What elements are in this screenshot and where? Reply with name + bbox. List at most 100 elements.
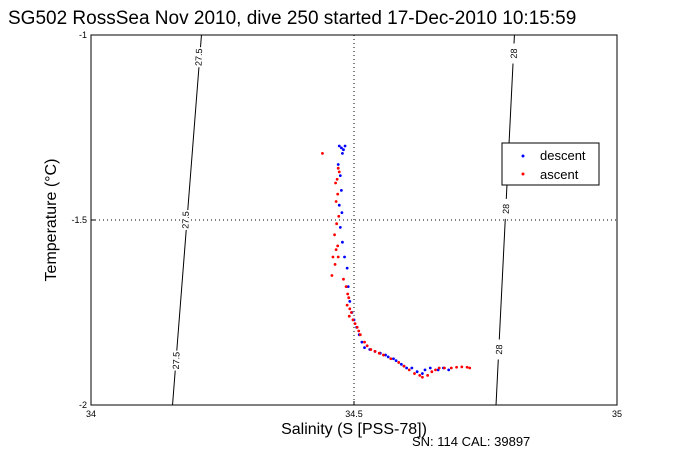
legend-marker-descent (521, 154, 525, 158)
point-ascent (336, 166, 340, 170)
point-ascent (336, 192, 340, 196)
point-ascent (333, 263, 337, 266)
point-ascent (321, 152, 324, 155)
point-ascent (344, 285, 348, 288)
point-ascent (348, 307, 352, 311)
point-ascent (460, 365, 464, 369)
point-ascent (443, 366, 446, 370)
legend-label-descent: descent (540, 148, 586, 163)
contour-label-bg (501, 198, 512, 219)
point-descent (447, 368, 451, 372)
x-axis-label: Salinity (S [PSS-78]) (281, 421, 427, 438)
contour-label: 27.5 (194, 48, 205, 66)
point-ascent (347, 296, 351, 300)
point-descent (405, 366, 408, 370)
point-ascent (342, 277, 345, 281)
point-ascent (430, 370, 434, 374)
grid (91, 35, 617, 405)
point-ascent (333, 233, 336, 237)
point-ascent (336, 244, 340, 248)
point-ascent (331, 255, 335, 259)
point-ascent (363, 340, 366, 344)
point-descent (346, 285, 350, 288)
point-ascent (349, 311, 353, 314)
point-ascent (426, 374, 430, 377)
contour-label-bg (508, 43, 519, 64)
point-descent (399, 362, 403, 366)
point-descent (423, 368, 427, 372)
point-ascent (357, 329, 361, 333)
point-ascent (382, 353, 385, 357)
point-ascent (347, 314, 351, 318)
point-descent (339, 189, 343, 192)
point-descent (394, 359, 398, 362)
point-descent (415, 370, 419, 374)
point-descent (342, 148, 345, 152)
point-ascent (335, 177, 339, 181)
contour-label-bg (494, 339, 505, 360)
y-tick-label: -1.5 (71, 215, 87, 225)
point-ascent (345, 303, 349, 307)
contour-label: 27.5 (171, 352, 182, 370)
point-descent (360, 340, 364, 344)
point-descent (339, 146, 343, 150)
point-ascent (334, 181, 337, 185)
point-ascent (402, 364, 406, 368)
point-ascent (358, 333, 362, 337)
contour-label: 28 (494, 344, 504, 354)
y-tick-label: -1 (79, 30, 87, 40)
y-tick-label: -2 (79, 400, 87, 410)
axis-ticks: 34 34.5 35 -1 -1.5 -2 (71, 30, 622, 419)
point-ascent (407, 368, 411, 372)
density-contours: 27.5 27.5 27.5 28 28 28 (171, 34, 519, 406)
point-ascent (365, 344, 369, 348)
data-points (321, 144, 472, 379)
point-ascent (373, 349, 377, 353)
serial-calibration-note: SN: 114 CAL: 39897 (412, 434, 530, 449)
legend: descent ascent (501, 142, 600, 186)
point-ascent (334, 248, 338, 252)
point-ascent (455, 365, 458, 369)
point-ascent (420, 375, 424, 379)
contour-label-bg (171, 350, 182, 371)
point-descent (338, 174, 342, 178)
point-descent (341, 240, 344, 244)
point-ascent (337, 214, 341, 218)
point-descent (337, 203, 341, 207)
point-ascent (397, 361, 401, 364)
point-ascent (369, 348, 373, 351)
point-descent (336, 163, 340, 166)
contour-label: 27.5 (180, 211, 191, 229)
y-axis-label: Temperature (°C) (43, 159, 60, 282)
contour-label-bg (193, 47, 204, 68)
legend-label-ascent: ascent (540, 167, 579, 182)
point-descent (337, 144, 341, 148)
point-ascent (355, 325, 359, 329)
legend-marker-ascent (521, 172, 525, 176)
point-ascent (418, 374, 422, 377)
point-ascent (334, 200, 338, 203)
x-tick-label: 35 (612, 409, 622, 419)
point-ascent (449, 366, 453, 370)
point-descent (340, 211, 344, 215)
point-descent (420, 372, 424, 375)
point-ascent (434, 368, 437, 372)
point-ascent (389, 357, 393, 361)
point-descent (338, 226, 342, 229)
point-ascent (337, 170, 341, 174)
contour-label: 28 (509, 48, 519, 58)
point-ascent (377, 351, 381, 355)
point-descent (348, 300, 352, 303)
legend-box (501, 142, 600, 186)
x-tick-label: 34 (86, 409, 96, 419)
x-tick-label: 34.5 (345, 409, 363, 419)
point-descent (384, 353, 387, 357)
contour-label-bg (180, 210, 191, 230)
point-descent (343, 144, 347, 148)
point-descent (341, 152, 344, 155)
point-ascent (330, 274, 334, 277)
point-descent (410, 366, 414, 370)
point-ascent (346, 292, 350, 296)
point-descent (345, 266, 349, 270)
